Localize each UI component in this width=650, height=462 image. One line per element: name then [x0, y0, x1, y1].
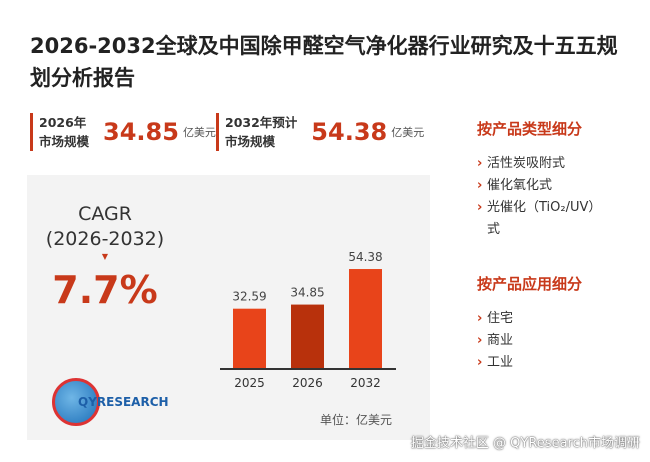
data-label: 32.59 [232, 290, 266, 304]
segment-type: 按产品类型细分 活性炭吸附式催化氧化式光催化（TiO₂/UV）式 [477, 118, 627, 241]
bar-2026 [291, 304, 324, 368]
stat-label: 2026年 [39, 115, 87, 130]
stat-unit: 亿美元 [391, 126, 425, 139]
data-label: 34.85 [290, 286, 324, 300]
stat-label: 2032年预计 [225, 115, 298, 130]
data-label: 54.38 [348, 250, 382, 264]
segment-item: 活性炭吸附式 [477, 153, 627, 175]
segment-item: 住宅 [477, 308, 627, 330]
qyresearch-logo: QYRESEARCH [52, 378, 169, 426]
globe-icon [52, 378, 100, 426]
segment-item: 商业 [477, 330, 627, 352]
x-tick-label: 2032 [350, 376, 381, 390]
cagr-label: CAGR [78, 203, 132, 225]
x-tick-label: 2026 [292, 376, 323, 390]
stat-label: 市场规模 [39, 134, 90, 149]
x-tick-label: 2025 [234, 376, 265, 390]
cagr-period: (2026-2032) [45, 228, 165, 250]
down-triangle-icon: ▼ [101, 252, 109, 261]
page-title: 2026-2032全球及中国除甲醛空气净化器行业研究及十五五规划分析报告 [30, 34, 618, 90]
unit-label: 单位：亿美元 [320, 413, 393, 427]
segment-title: 按产品类型细分 [477, 120, 583, 138]
cagr-value: 7.7% [52, 268, 158, 312]
stat-value: 54.38 [311, 118, 388, 146]
segment-title: 按产品应用细分 [477, 275, 583, 293]
stat-2032: 2032年预计 市场规模 54.38 亿美元 [216, 113, 424, 151]
segment-item: 光催化（TiO₂/UV）式 [477, 197, 612, 241]
footer-watermark: 掘金技术社区 @ QYResearch市场调研 [410, 436, 640, 451]
bar-2032 [349, 269, 382, 368]
bar-2025 [233, 308, 266, 368]
stat-2026: 2026年市场规模 34.85 亿美元 [30, 113, 216, 151]
segment-item: 催化氧化式 [477, 175, 627, 197]
logo-text: QYRESEARCH [78, 395, 169, 409]
segment-item: 工业 [477, 352, 627, 374]
stat-value: 34.85 [103, 118, 179, 146]
stat-label: 市场规模 [225, 134, 276, 149]
stat-unit: 亿美元 [182, 126, 216, 139]
segment-application: 按产品应用细分 住宅商业工业 [477, 273, 627, 374]
